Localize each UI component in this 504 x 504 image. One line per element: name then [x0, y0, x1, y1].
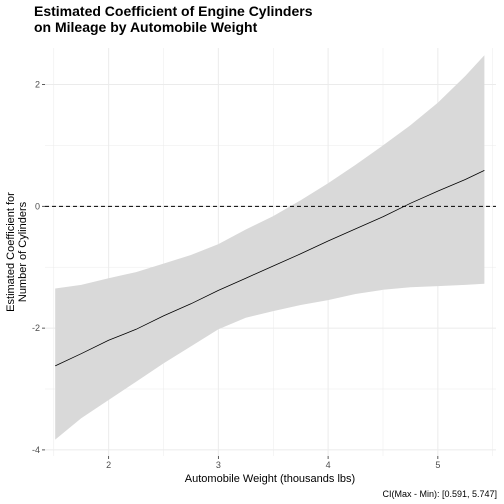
x-tick-label: 5 [435, 460, 440, 470]
x-tick-label: 4 [326, 460, 331, 470]
x-tick-label: 3 [216, 460, 221, 470]
x-axis-ticks: 2 3 4 5 [106, 456, 440, 470]
chart-title-line-1: Estimated Coefficient of Engine Cylinder… [34, 3, 313, 19]
y-tick-label: 0 [35, 201, 40, 211]
y-axis-title-line-1: Estimated Coefficient for [5, 192, 17, 312]
chart-title-line-2: on Mileage by Automobile Weight [34, 19, 258, 35]
y-axis-title-line-2: Number of Cylinders [17, 201, 29, 302]
y-tick-label: -4 [32, 445, 40, 455]
x-axis-title: Automobile Weight (thousands lbs) [185, 473, 355, 485]
y-tick-label: -2 [32, 323, 40, 333]
y-axis-ticks: -4 -2 0 2 [32, 80, 45, 455]
x-tick-label: 2 [106, 460, 111, 470]
coefficient-line [55, 170, 485, 367]
y-tick-label: 2 [35, 80, 40, 90]
confidence-band [55, 55, 485, 440]
chart-caption: CI(Max - Min): [0.591, 5.747] [382, 489, 497, 499]
